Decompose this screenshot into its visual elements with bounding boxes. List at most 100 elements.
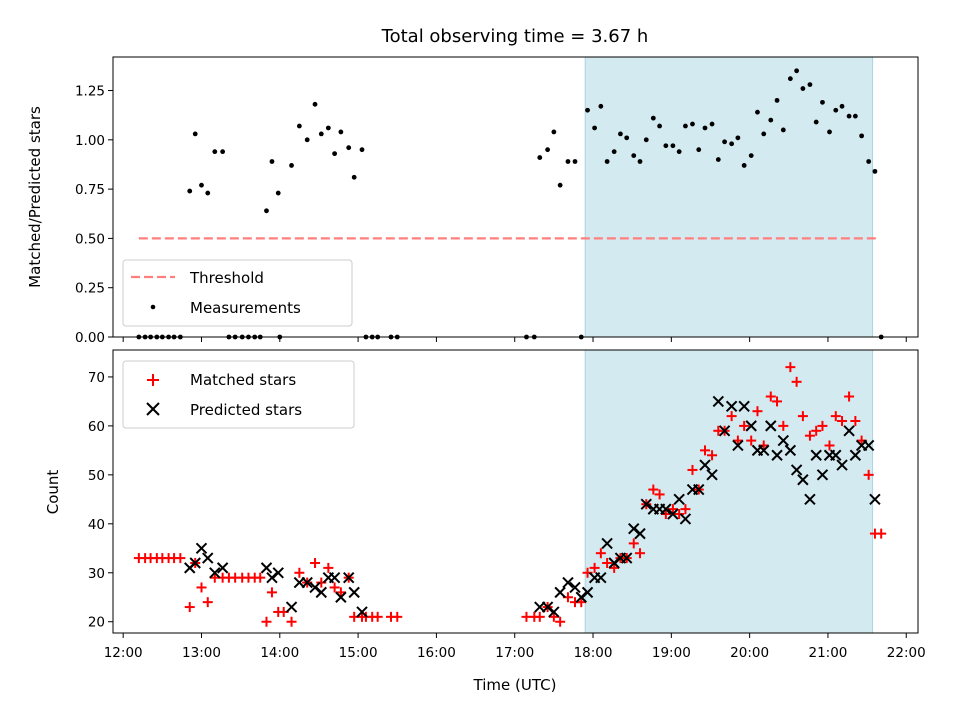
measurement-point xyxy=(585,107,590,113)
xtick-label: 12:00 xyxy=(104,645,143,661)
matched-star-point xyxy=(576,597,587,608)
matched-star-point xyxy=(811,425,822,436)
predicted-star-point xyxy=(554,586,566,599)
predicted-star-point xyxy=(202,552,214,564)
measurement-point xyxy=(761,131,767,137)
measurement-point xyxy=(192,131,198,137)
measurement-point xyxy=(774,97,780,103)
measurement-point xyxy=(592,125,597,131)
measurement-point xyxy=(807,82,813,88)
bottom-x-axis: 12:00 13:00 14:00 15:00 16:00 17:00 18:00 19:00… xyxy=(104,633,926,661)
measurement-point xyxy=(557,182,563,188)
measurement-point xyxy=(312,101,318,107)
measurement-point xyxy=(351,174,357,180)
measurement-point xyxy=(551,129,557,135)
matched-star-point xyxy=(635,548,646,559)
predicted-star-point xyxy=(272,567,284,579)
matched-star-point xyxy=(824,440,835,451)
bottom-ytick-label: 60 xyxy=(88,419,105,435)
measurement-point xyxy=(787,76,793,82)
bottom-panel-shaded-region xyxy=(584,349,874,634)
measurement-point xyxy=(827,129,832,135)
measurement-point xyxy=(304,137,310,143)
matched-star-point xyxy=(837,415,848,426)
matched-star-point xyxy=(335,587,346,598)
measurement-point xyxy=(709,121,715,127)
measurement-point xyxy=(637,159,643,164)
predicted-star-point xyxy=(738,400,750,413)
xtick-label: 17:00 xyxy=(495,645,534,661)
predicted-star-point xyxy=(315,586,328,599)
measurement-point xyxy=(833,107,839,113)
matched-legend-label: Matched stars xyxy=(190,371,296,389)
predicted-star-point xyxy=(784,444,797,457)
matched-star-point xyxy=(700,445,711,456)
matched-legend-swatch xyxy=(147,374,159,386)
xtick-label: 14:00 xyxy=(260,645,299,661)
predicted-star-point xyxy=(673,493,685,506)
matched-star-point xyxy=(329,582,340,593)
predicted-star-point xyxy=(335,591,347,603)
predicted-star-point xyxy=(342,571,355,584)
matched-star-point xyxy=(654,489,665,500)
measurement-point xyxy=(332,151,338,157)
predicted-star-point xyxy=(620,552,633,564)
measurement-point xyxy=(690,121,695,127)
matched-star-point xyxy=(372,611,383,622)
bottom-ytick-label: 30 xyxy=(88,566,105,582)
predicted-star-point xyxy=(765,420,777,432)
measurement-point xyxy=(611,149,617,155)
predicted-star-point xyxy=(660,503,672,515)
top-y-axis-label: Matched/Predicted stars xyxy=(26,106,44,288)
measurement-point xyxy=(794,68,800,74)
matched-star-point xyxy=(726,411,737,422)
predicted-star-point xyxy=(712,395,725,408)
matched-star-point xyxy=(680,504,691,515)
measurement-point xyxy=(572,159,578,164)
bottom-ytick-label: 40 xyxy=(88,517,105,533)
predicted-star-point xyxy=(301,576,313,589)
matched-star-point xyxy=(850,415,861,426)
matched-star-point xyxy=(255,572,266,583)
chart-title: Total observing time = 3.67 h xyxy=(381,26,649,47)
measurement-point xyxy=(820,99,825,105)
top-ytick-label: 0.25 xyxy=(75,281,105,297)
bottom-ytick-label: 20 xyxy=(88,615,105,631)
measurement-point xyxy=(872,168,878,174)
measurement-point xyxy=(800,86,806,91)
predicted-star-point xyxy=(706,469,718,481)
bottom-ytick-label: 50 xyxy=(88,468,105,484)
xtick-label: 18:00 xyxy=(574,645,613,661)
matched-star-point xyxy=(785,362,796,373)
matched-star-point xyxy=(758,440,769,451)
measurement-point xyxy=(338,129,344,135)
measurements-legend-swatch xyxy=(150,304,156,310)
predicted-star-point xyxy=(285,601,298,613)
predicted-star-point xyxy=(790,464,803,476)
matched-star-point xyxy=(732,435,743,446)
predicted-star-point xyxy=(667,508,679,520)
predicted-star-point xyxy=(777,434,790,447)
bottom-panel-frame xyxy=(112,349,919,634)
bottom-y-axis: 20 30 40 50 60 70 xyxy=(88,370,113,631)
matched-star-point xyxy=(609,562,620,573)
predicted-star-point xyxy=(195,542,208,555)
predicted-star-point xyxy=(209,567,221,579)
matched-star-point xyxy=(667,504,678,515)
matched-star-point xyxy=(202,597,213,608)
measurement-point xyxy=(715,157,721,162)
top-legend-box xyxy=(122,259,353,327)
matched-star-point xyxy=(261,616,272,627)
top-ytick-label: 1.00 xyxy=(75,133,105,149)
predicted-star-point xyxy=(771,449,783,461)
measurement-point xyxy=(325,125,331,131)
measurement-point xyxy=(604,159,610,164)
matched-star-point xyxy=(772,396,783,407)
matched-star-point xyxy=(184,602,195,613)
matched-star-point xyxy=(589,562,600,573)
xtick-label: 20:00 xyxy=(730,645,769,661)
measurement-point xyxy=(768,117,774,123)
matched-star-point xyxy=(778,420,789,431)
measurement-point xyxy=(839,103,845,109)
